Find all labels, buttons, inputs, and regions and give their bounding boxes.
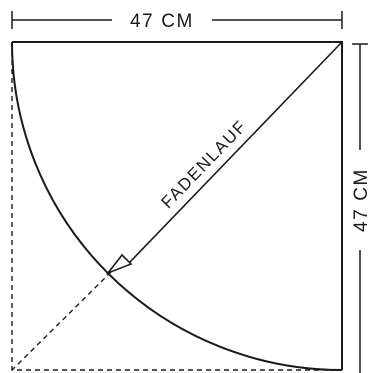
dashed-diagonal (11, 271, 112, 371)
grainline-shaft (128, 41, 343, 264)
grainline-arrowhead (105, 253, 133, 275)
height-dimension: 47 CM (351, 43, 368, 373)
quarter-circle-arc (11, 41, 343, 371)
grainline-label: FADENLAUF (157, 116, 250, 212)
width-dimension-label: 47 CM (130, 11, 194, 32)
square-solid-edges (12, 41, 343, 370)
height-dimension-label: 47 CM (351, 168, 368, 232)
width-dimension: 47 CM (11, 11, 343, 32)
square-dashed-edges (11, 42, 342, 371)
grainline-arrow: FADENLAUF (105, 41, 343, 275)
